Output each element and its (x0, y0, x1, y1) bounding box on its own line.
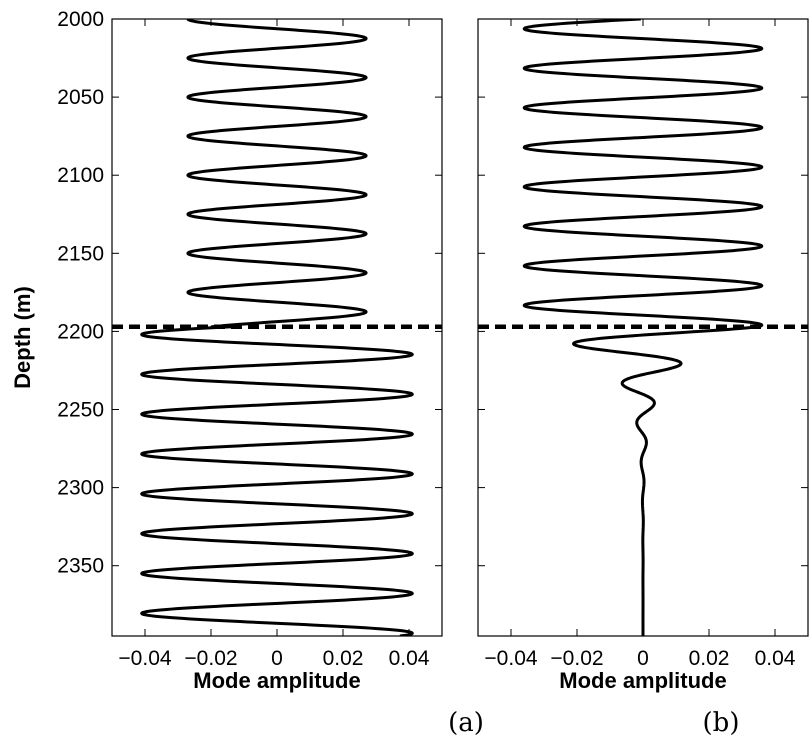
x-tick-label-a: −0.02 (184, 647, 237, 670)
x-tick-label-b: −0.04 (484, 647, 537, 670)
x-axis-title-b: Mode amplitude (559, 668, 726, 693)
x-tick-label-a: 0.02 (323, 647, 364, 670)
y-tick-label-a: 2050 (57, 86, 104, 109)
x-tick-label-a: 0.04 (389, 647, 430, 670)
x-tick-label-b: −0.02 (550, 647, 603, 670)
x-tick-label-a: −0.04 (118, 647, 171, 670)
y-tick-label-a: 2000 (57, 8, 104, 31)
y-tick-label-a: 2250 (57, 399, 104, 422)
panel-b: −0.04 −0.02 0 0.02 0.04 Mode amplitude (477, 18, 809, 693)
y-tick-label-a: 2100 (57, 164, 104, 187)
panel-a: −0.04 −0.02 0 0.02 0.04 2000 2050 2100 2150 2200 2… (10, 8, 443, 693)
y-tick-label-a: 2350 (57, 555, 104, 578)
x-tick-label-b: 0 (637, 647, 649, 670)
panels: −0.04 −0.02 0 0.02 0.04 2000 2050 2100 2150 2200 2… (10, 8, 809, 693)
panel-label-a: (a) (448, 708, 484, 738)
y-axis-title-a: Depth (m) (10, 286, 35, 389)
y-tick-label-a: 2200 (57, 320, 104, 343)
x-tick-label-b: 0.02 (689, 647, 730, 670)
panel-label-b: (b) (703, 708, 740, 738)
x-tick-label-b: 0.04 (755, 647, 796, 670)
x-tick-label-a: 0 (271, 647, 283, 670)
x-axis-title-a: Mode amplitude (193, 668, 360, 693)
y-tick-label-a: 2300 (57, 477, 104, 500)
y-tick-label-a: 2150 (57, 242, 104, 265)
